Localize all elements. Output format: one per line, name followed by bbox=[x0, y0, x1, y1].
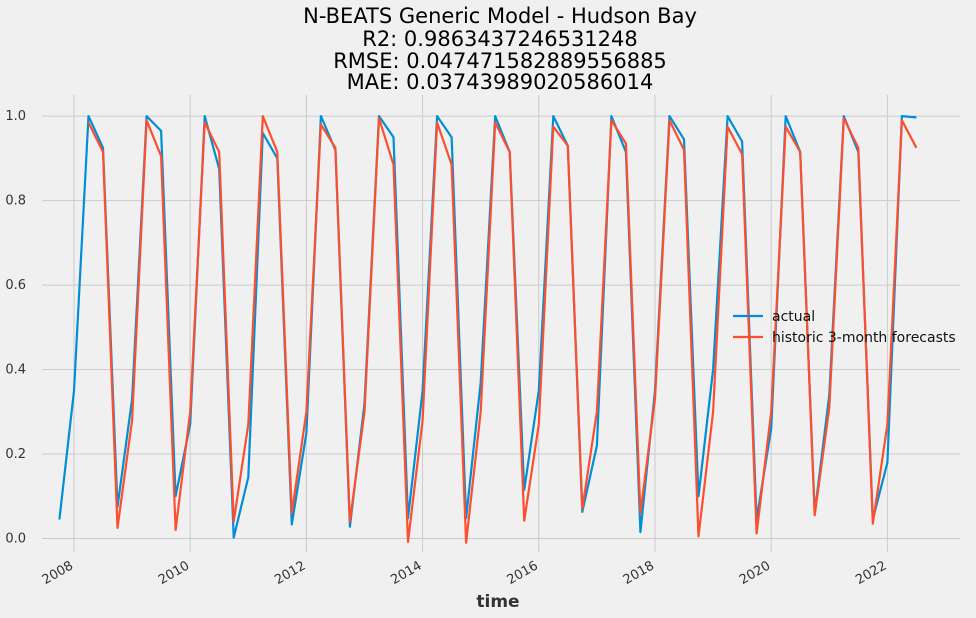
chart-title-line: N-BEATS Generic Model - Hudson Bay bbox=[303, 4, 697, 28]
x-axis-label: time bbox=[476, 592, 519, 612]
chart-title: N-BEATS Generic Model - Hudson Bay R2: 0… bbox=[303, 4, 697, 94]
y-tick-label: 0.8 bbox=[5, 194, 26, 209]
series-line-1 bbox=[87, 114, 918, 544]
y-axis-ticks: 0.0 0.2 0.4 0.6 0.8 1.0 bbox=[5, 109, 26, 546]
chart-title-line: R2: 0.9863437246531248 bbox=[362, 27, 638, 51]
legend-label-0: actual bbox=[772, 309, 815, 325]
y-tick-label: 0.4 bbox=[5, 363, 26, 378]
legend: actual historic 3-month forecasts bbox=[733, 309, 956, 346]
plot-lines bbox=[58, 114, 918, 544]
legend-label-1: historic 3-month forecasts bbox=[772, 330, 956, 346]
chart-title-line: MAE: 0.03743989020586014 bbox=[347, 70, 654, 94]
y-tick-label: 1.0 bbox=[5, 109, 26, 124]
chart-title-line: RMSE: 0.047471582889556885 bbox=[333, 49, 667, 73]
grid bbox=[42, 95, 960, 552]
y-tick-label: 0.6 bbox=[5, 278, 26, 293]
y-tick-label: 0.2 bbox=[5, 447, 26, 462]
y-tick-label: 0.0 bbox=[5, 531, 26, 546]
